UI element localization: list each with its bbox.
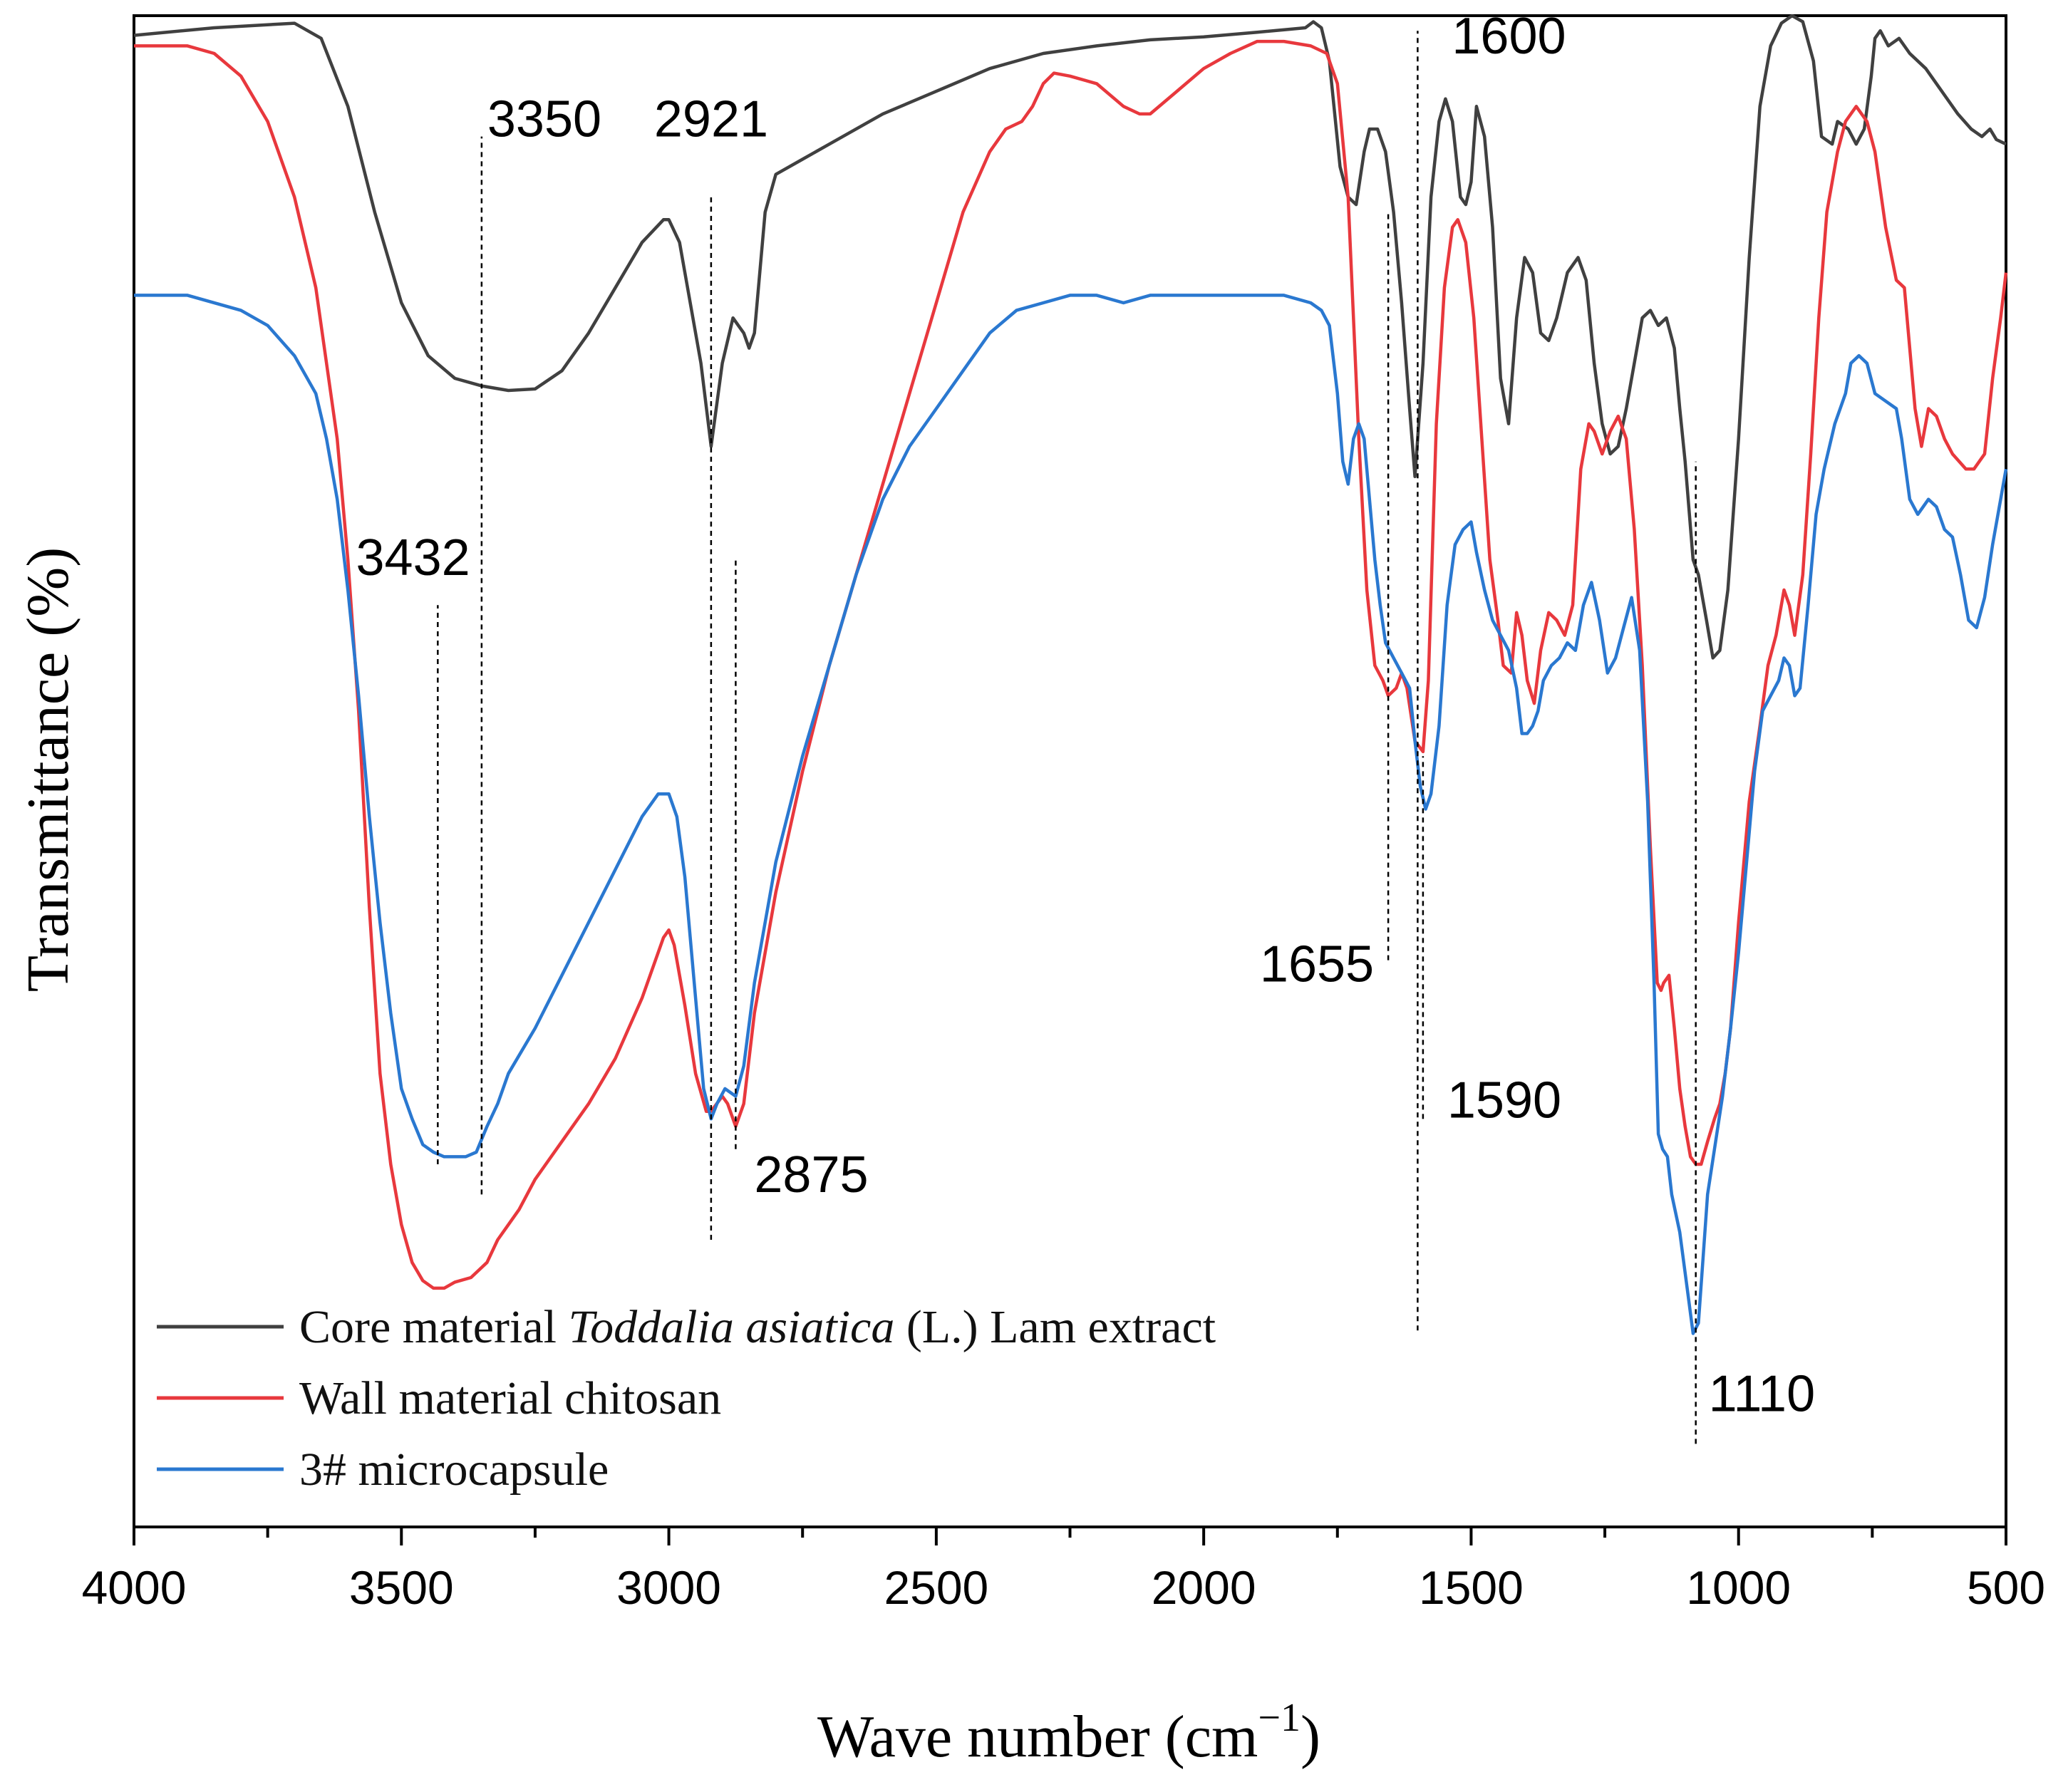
peak-label: 2875 — [754, 1146, 868, 1203]
x-tick-label: 4000 — [82, 1561, 187, 1614]
x-tick-label: 3000 — [616, 1561, 721, 1614]
peak-label: 2921 — [654, 91, 768, 148]
x-tick-label: 2500 — [884, 1561, 988, 1614]
x-axis-ticks: 4000 3500 3000 2500 2000 1500 1000 500 — [82, 1527, 2045, 1614]
x-axis-title: Wave number (cm−1) — [817, 1696, 1320, 1770]
legend-entry: 3# microcapsule — [299, 1444, 609, 1496]
legend-entry: Core material Toddalia asiatica (L.) Lam… — [299, 1301, 1216, 1353]
plot-border — [133, 14, 2007, 1528]
peak-label: 1590 — [1447, 1072, 1561, 1129]
x-tick-label: 3500 — [349, 1561, 454, 1614]
x-tick-label: 500 — [1967, 1561, 2045, 1614]
x-tick-label: 2000 — [1152, 1561, 1256, 1614]
plot-frame — [133, 14, 2007, 1528]
series-line-3 — [134, 294, 2008, 1335]
peak-label: 1600 — [1452, 8, 1566, 65]
legend-entry: Wall material chitosan — [299, 1372, 721, 1424]
series-layer — [133, 14, 2008, 1335]
x-tick-label: 1500 — [1419, 1561, 1524, 1614]
series-line-1 — [133, 14, 2007, 660]
y-axis-title: Transmittance (%) — [15, 547, 81, 992]
legend: Core material Toddalia asiatica (L.) Lam… — [157, 1301, 1216, 1496]
peak-label: 1110 — [1709, 1365, 1815, 1422]
peak-label: 1655 — [1260, 936, 1374, 993]
peak-label: 3432 — [356, 529, 470, 586]
series-line-2 — [134, 39, 2008, 1290]
x-tick-label: 1000 — [1686, 1561, 1791, 1614]
annotation-layer: 3350 2921 3432 2875 1600 1655 1590 1110 — [356, 8, 1815, 1444]
peak-label: 3350 — [487, 91, 601, 148]
